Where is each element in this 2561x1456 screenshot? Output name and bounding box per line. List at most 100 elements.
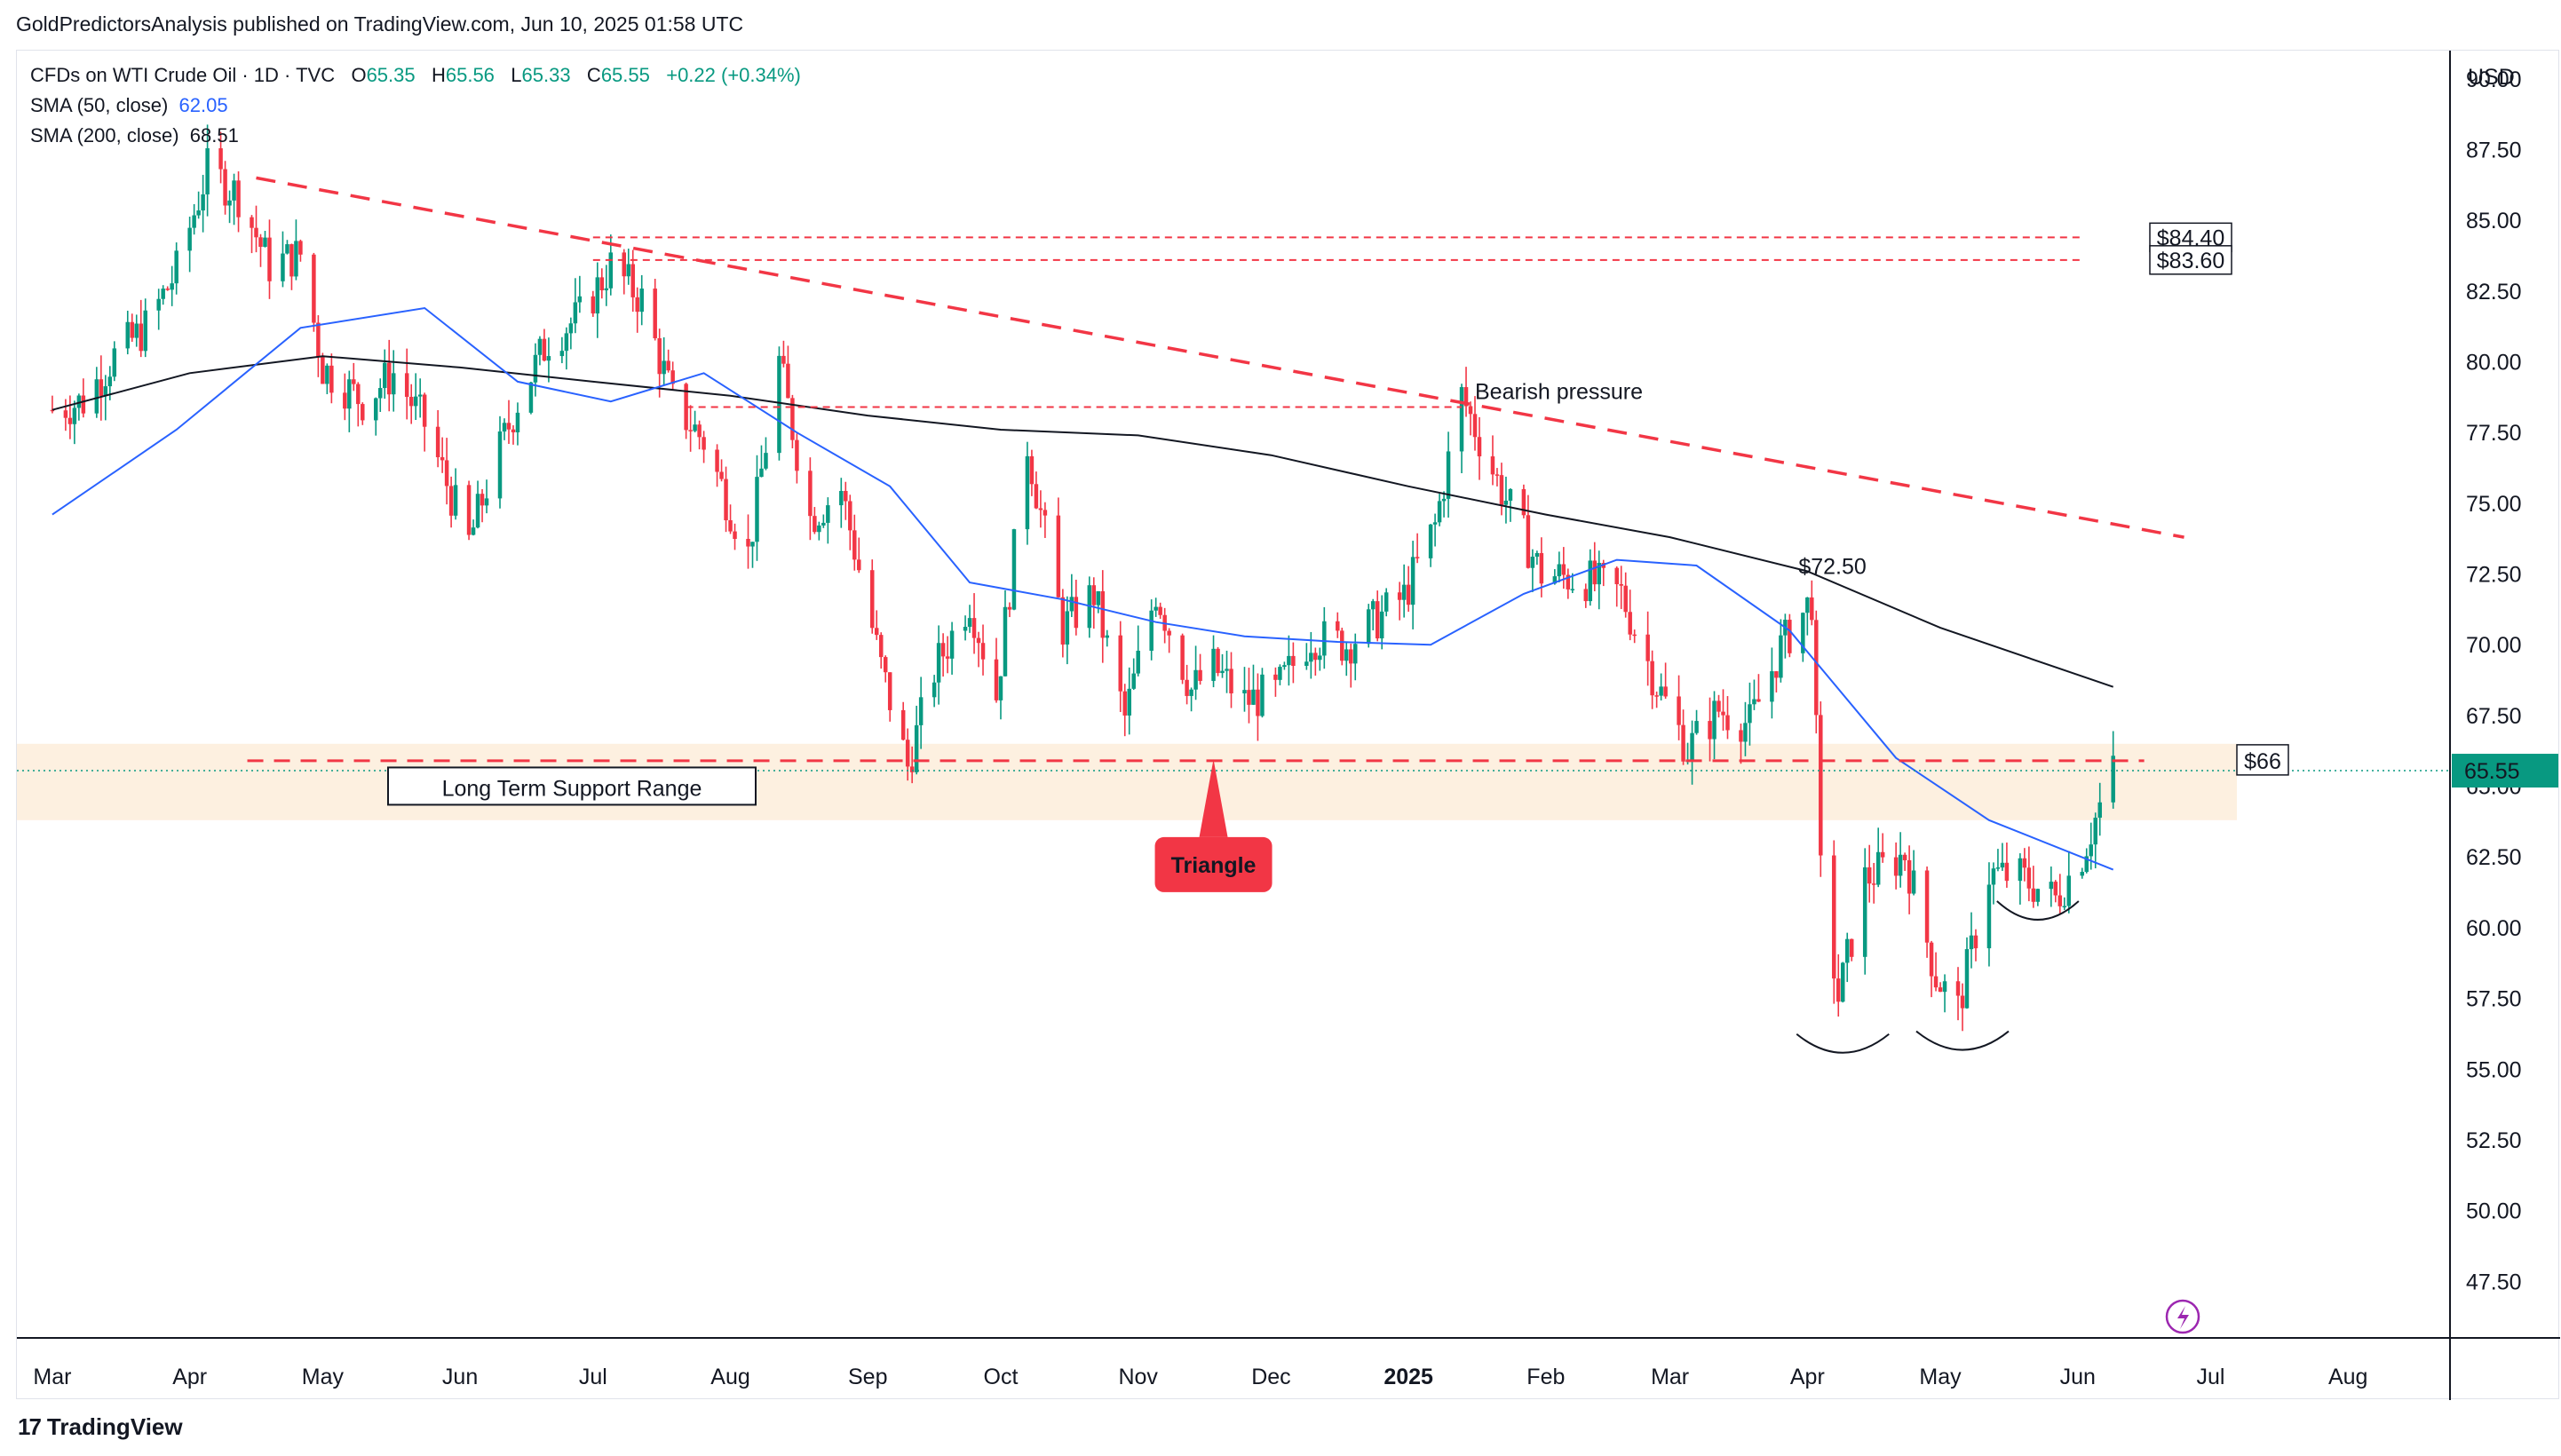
candle-body	[1712, 700, 1717, 740]
candle-body	[1566, 574, 1571, 590]
candle-body	[1592, 560, 1598, 585]
candle-body	[1304, 661, 1309, 666]
candle-body	[1663, 686, 1668, 697]
candle-body	[1628, 612, 1632, 635]
price-chart[interactable]: 90.00 87.50 85.00 82.50 80.00 77.50 75.00 72.50…	[17, 51, 2560, 1400]
candle-body	[1619, 584, 1623, 586]
candle-body	[1446, 451, 1451, 499]
legend-sma200-row[interactable]: SMA (200, close) 68.51	[30, 121, 801, 151]
candle-body	[408, 397, 414, 407]
x-tick-label: Dec	[1251, 1365, 1290, 1389]
candle-body	[568, 323, 574, 334]
candle-body	[1131, 673, 1136, 689]
candle-body	[289, 244, 294, 277]
close-label: C	[586, 64, 601, 86]
candle-body	[1118, 635, 1122, 692]
candle-body	[1907, 859, 1912, 894]
candle-body	[511, 429, 516, 432]
footer-brand: TradingView	[46, 1413, 183, 1440]
candle-body	[1437, 501, 1442, 523]
candle-body	[382, 362, 387, 389]
sma50-label: SMA (50, close)	[30, 94, 169, 116]
candle-body	[263, 237, 267, 248]
candle-body	[1717, 700, 1721, 712]
candle-body	[857, 559, 861, 571]
candle-body	[480, 494, 485, 506]
candle-body	[258, 237, 263, 248]
candle-body	[733, 531, 737, 540]
x-tick-label: 2025	[1384, 1365, 1433, 1389]
candle-body	[1659, 686, 1663, 696]
candle-body	[1003, 606, 1008, 677]
sma200-value: 68.51	[189, 124, 239, 146]
candle-body	[1756, 699, 1761, 702]
candle-body	[1774, 671, 1779, 678]
candle-body	[878, 635, 884, 658]
candle-body	[440, 457, 445, 461]
candle-body	[435, 426, 440, 458]
candle-body	[1841, 962, 1845, 1002]
y-tick-label: 62.50	[2466, 845, 2522, 870]
candle-body	[1242, 690, 1247, 693]
candle-body	[343, 392, 347, 409]
candle-body	[1340, 630, 1344, 661]
candle-body	[99, 379, 104, 396]
candle-body	[639, 289, 644, 313]
candle-body	[1428, 524, 1433, 558]
candle-body	[50, 409, 55, 412]
candle-body	[1401, 584, 1407, 600]
candle-body	[484, 498, 489, 506]
support-band	[17, 743, 2237, 820]
candle-body	[125, 321, 131, 349]
candle-body	[764, 453, 768, 469]
y-tick-label: 72.50	[2466, 563, 2522, 588]
candle-body	[869, 570, 875, 629]
candle-body	[1122, 691, 1127, 716]
x-tick-label: Apr	[1790, 1365, 1825, 1389]
candle-body	[218, 147, 223, 170]
tradingview-footer[interactable]: 17 TradingView	[18, 1413, 183, 1441]
y-tick-label: 50.00	[2466, 1199, 2522, 1224]
candle-body	[719, 471, 724, 479]
candle-body	[1096, 590, 1101, 605]
candle-body	[134, 323, 139, 338]
candle-body	[1819, 715, 1823, 856]
chart-frame[interactable]: 90.00 87.50 85.00 82.50 80.00 77.50 75.00 72.50…	[16, 50, 2560, 1400]
candle-body	[781, 355, 786, 364]
y-tick-label: 55.00	[2466, 1057, 2522, 1082]
sma50-value: 62.05	[178, 94, 228, 116]
candle-body	[196, 210, 201, 216]
candle-body	[1472, 414, 1478, 438]
candle-body	[236, 180, 241, 218]
lightning-icon[interactable]	[2165, 1299, 2200, 1334]
candle-body	[1193, 669, 1198, 690]
candle-body	[1836, 978, 1841, 1002]
candle-body	[622, 252, 626, 277]
candle-body	[267, 237, 272, 281]
candle-body	[2053, 882, 2058, 896]
candle-body	[1136, 650, 1140, 674]
candle-body	[417, 394, 423, 397]
candle-body	[413, 396, 418, 407]
candle-body	[533, 354, 538, 383]
level-72-50-label: $72.50	[1798, 555, 1866, 580]
candle-body	[1282, 665, 1287, 668]
candle-body	[63, 410, 68, 418]
candle-body	[537, 338, 543, 355]
candle-body	[2022, 858, 2027, 868]
candle-body	[285, 244, 289, 254]
candle-body	[139, 323, 143, 352]
candle-body	[1127, 688, 1131, 716]
candle-body	[759, 468, 764, 478]
candle-body	[2066, 875, 2072, 906]
candle-body	[1415, 557, 1420, 558]
candle-body	[2000, 862, 2005, 868]
legend-symbol-row[interactable]: CFDs on WTI Crude Oil · 1D · TVC O65.35 …	[30, 60, 801, 91]
legend-sma50-row[interactable]: SMA (50, close) 62.05	[30, 91, 801, 121]
candle-body	[1375, 601, 1380, 639]
y-tick-label: 75.00	[2466, 492, 2522, 517]
candle-body	[604, 288, 609, 291]
candle-body	[1220, 670, 1225, 674]
candle-body	[1007, 606, 1012, 610]
candle-body	[1539, 552, 1544, 584]
